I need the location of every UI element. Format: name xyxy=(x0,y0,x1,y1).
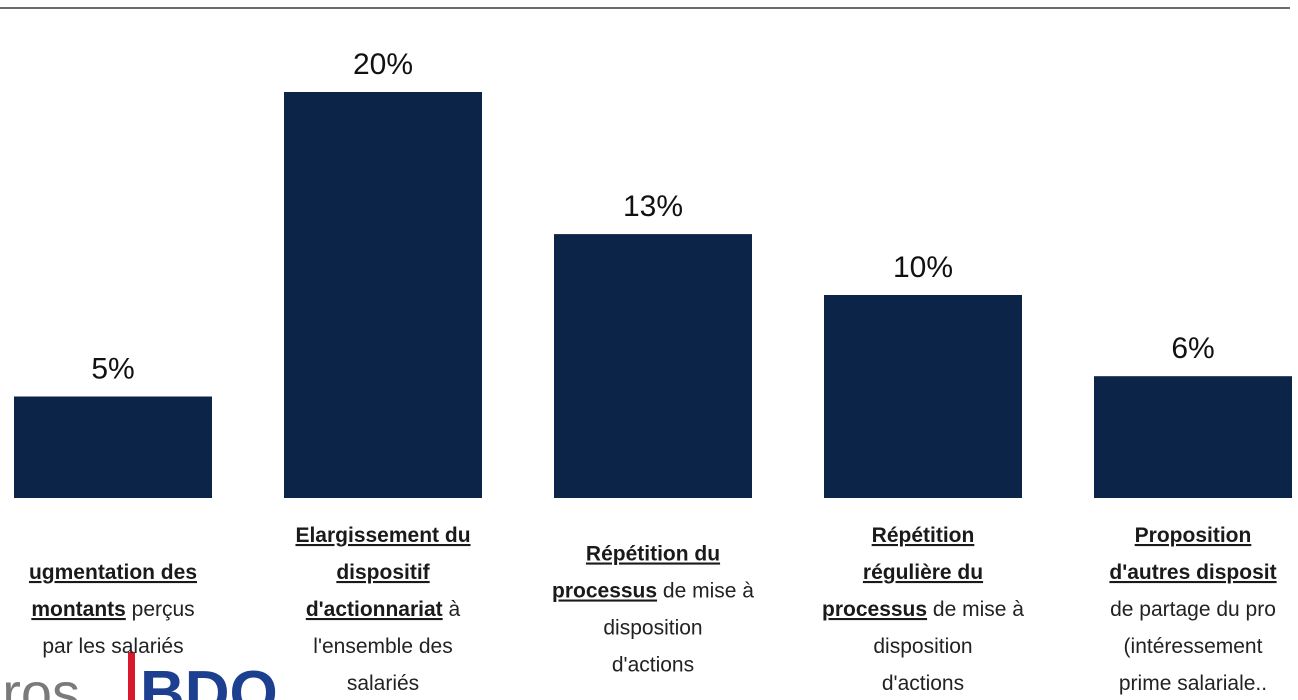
label-segment: d'actionnariat xyxy=(306,598,443,621)
label-segment: l'ensemble des xyxy=(313,635,452,658)
x-tick-label: Elargissement du xyxy=(295,524,470,547)
label-segment: dispositif xyxy=(336,561,430,584)
label-segment: salariés xyxy=(347,672,419,695)
x-tick-label: disposition xyxy=(603,617,702,640)
value-label: 10% xyxy=(893,251,953,284)
x-tick-label: par les salariés xyxy=(42,635,183,658)
label-segment: de mise à xyxy=(927,598,1024,621)
label-segment: de partage du pro xyxy=(1110,598,1276,621)
x-tick-label: de partage du pro xyxy=(1110,598,1276,621)
label-segment: perçus xyxy=(126,598,195,621)
x-tick-label: régulière du xyxy=(863,561,983,584)
x-tick-label: processus de mise à xyxy=(822,598,1024,621)
label-segment: prime salariale.. xyxy=(1119,672,1267,695)
x-tick-label: dispositif xyxy=(336,561,430,584)
value-label: 20% xyxy=(353,48,413,81)
x-tick-label: disposition xyxy=(873,635,972,658)
label-segment: Proposition xyxy=(1135,524,1252,547)
value-label: 13% xyxy=(623,190,683,223)
bar xyxy=(554,234,752,498)
logo-text: ros xyxy=(2,661,80,700)
label-segment: Elargissement du xyxy=(295,524,470,547)
x-tick-label: Proposition xyxy=(1135,524,1252,547)
x-tick-label: d'actionnariat à xyxy=(306,598,461,621)
label-segment: d'actions xyxy=(882,672,964,695)
x-tick-label: l'ensemble des xyxy=(313,635,452,658)
label-segment: de mise à xyxy=(657,580,754,603)
x-tick-label: prime salariale.. xyxy=(1119,672,1267,695)
bar xyxy=(1094,376,1292,498)
x-tick-label: Répétition du xyxy=(586,543,720,566)
x-tick-label: (intéressement xyxy=(1124,635,1263,658)
label-segment: régulière du xyxy=(863,561,983,584)
x-tick-label: processus de mise à xyxy=(552,580,754,603)
x-tick-label: d'autres disposit xyxy=(1109,561,1276,584)
label-segment: d'autres disposit xyxy=(1109,561,1276,584)
label-segment: (intéressement xyxy=(1124,635,1263,658)
x-tick-label: ugmentation des xyxy=(29,561,197,584)
value-label: 6% xyxy=(1171,332,1214,365)
label-segment: montants xyxy=(31,598,126,621)
bar xyxy=(284,92,482,498)
x-tick-label: Répétition xyxy=(872,524,975,547)
logo-bar xyxy=(128,652,135,700)
logo-text: BDO xyxy=(140,659,278,700)
label-segment: Répétition du xyxy=(586,543,720,566)
label-segment: d'actions xyxy=(612,654,694,677)
label-segment: à xyxy=(443,598,461,621)
x-tick-label: salariés xyxy=(347,672,419,695)
x-tick-label: d'actions xyxy=(882,672,964,695)
label-segment: processus xyxy=(822,598,927,621)
x-tick-label: d'actions xyxy=(612,654,694,677)
label-segment: disposition xyxy=(603,617,702,640)
value-label: 5% xyxy=(91,353,134,386)
label-segment: ugmentation des xyxy=(29,561,197,584)
label-segment: Répétition xyxy=(872,524,975,547)
label-segment: par les salariés xyxy=(42,635,183,658)
x-tick-label: montants perçus xyxy=(31,598,194,621)
bar xyxy=(824,295,1022,498)
bar xyxy=(14,396,212,498)
label-segment: disposition xyxy=(873,635,972,658)
label-segment: processus xyxy=(552,580,657,603)
